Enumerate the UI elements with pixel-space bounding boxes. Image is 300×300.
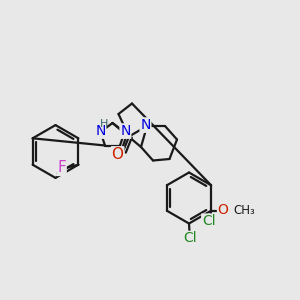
Text: O: O [112, 147, 124, 162]
Text: H: H [100, 119, 108, 130]
Text: N: N [120, 124, 130, 138]
Text: Cl: Cl [202, 214, 215, 228]
Text: O: O [218, 203, 229, 217]
Text: F: F [57, 160, 66, 175]
Text: N: N [140, 118, 151, 132]
Text: Cl: Cl [183, 232, 196, 245]
Text: CH₃: CH₃ [234, 204, 255, 217]
Text: N: N [95, 124, 106, 138]
